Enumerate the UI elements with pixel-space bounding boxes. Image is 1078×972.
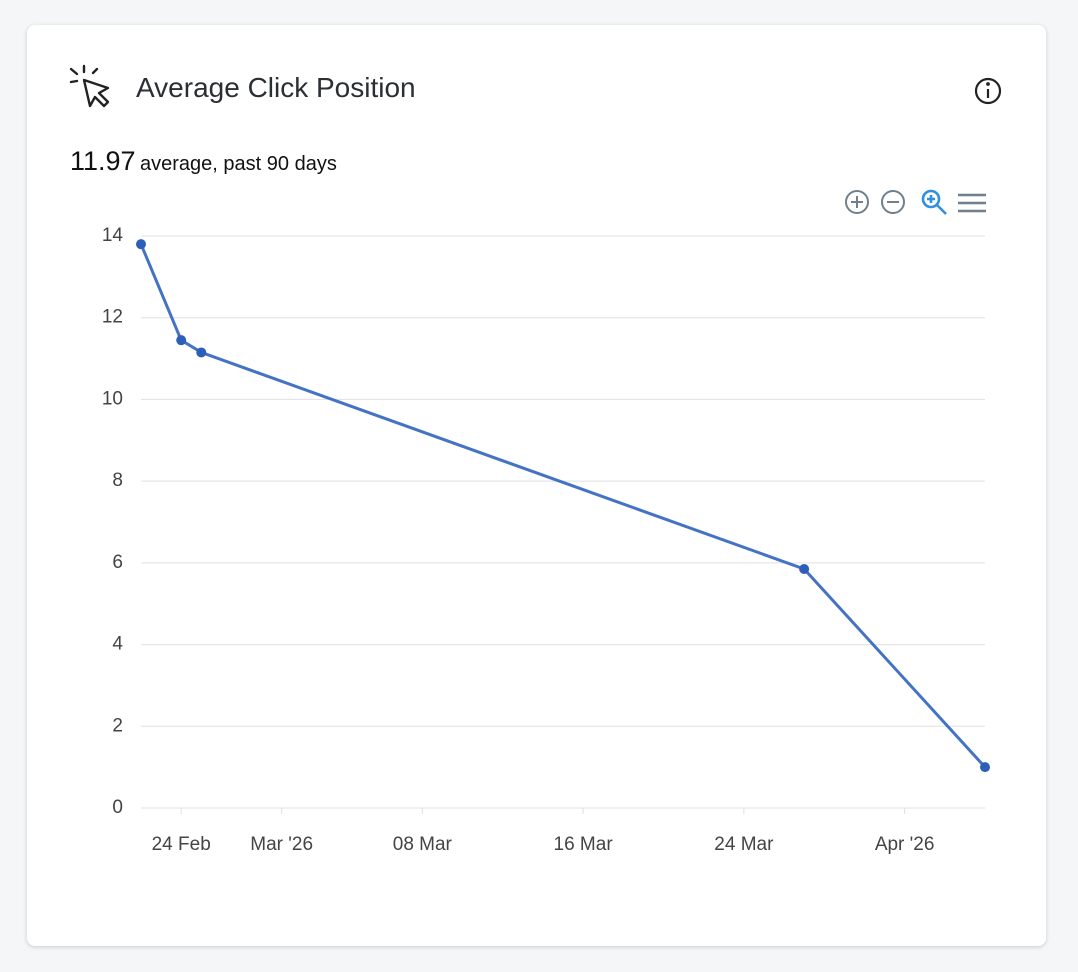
x-tick-label: 24 Feb — [152, 834, 211, 855]
zoom-in-button[interactable] — [845, 190, 869, 214]
click-icon — [69, 64, 110, 108]
y-tick-label: 2 — [112, 715, 123, 736]
card — [27, 25, 1046, 946]
zoom-out-button[interactable] — [881, 190, 905, 214]
x-tick-label: 08 Mar — [393, 834, 453, 855]
y-tick-label: 12 — [102, 307, 123, 328]
y-tick-label: 10 — [102, 388, 123, 409]
point — [136, 239, 146, 250]
y-tick-label: 0 — [112, 797, 123, 818]
summary-value: 11.97 — [70, 146, 136, 176]
summary-text: average, past 90 days — [140, 153, 337, 175]
point — [176, 335, 187, 346]
y-tick-label: 14 — [102, 225, 124, 246]
y-tick-label: 6 — [112, 552, 123, 573]
menu-button[interactable] — [958, 193, 986, 213]
point — [980, 762, 990, 773]
point — [799, 563, 810, 574]
x-tick-label: Apr '26 — [875, 834, 935, 855]
selection-zoom-button[interactable] — [921, 189, 947, 215]
summary: 11.97 average, past 90 days — [70, 146, 337, 177]
card-title: Average Click Position — [136, 72, 416, 103]
x-tick-label: 16 Mar — [554, 834, 614, 855]
y-tick-label: 4 — [112, 634, 123, 655]
info-button[interactable] — [974, 77, 1002, 105]
point — [196, 347, 207, 358]
x-tick-label: 24 Mar — [714, 834, 774, 855]
line — [139, 243, 987, 769]
x-tick-label: Mar '26 — [250, 834, 313, 855]
y-tick-label: 8 — [112, 470, 123, 491]
